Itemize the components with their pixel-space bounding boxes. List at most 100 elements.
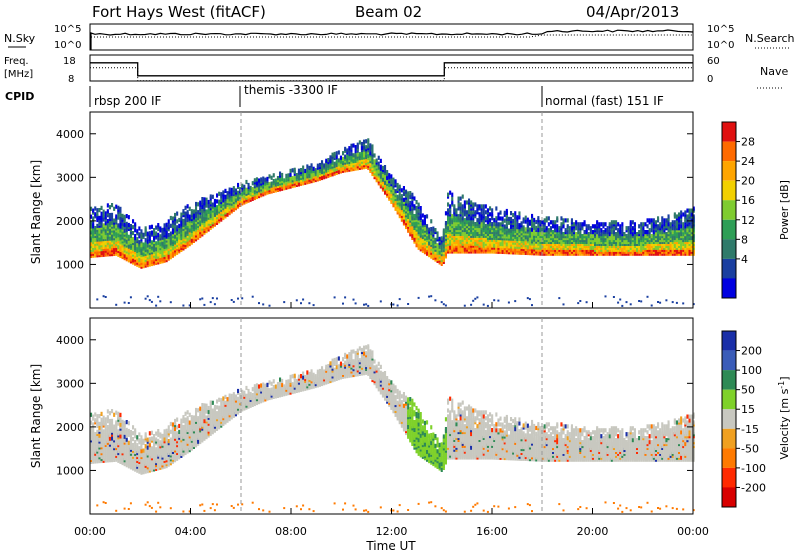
power-cell [640,300,643,303]
power-cell [129,233,132,238]
power-cell [633,222,636,227]
power-cell [148,237,151,242]
power-cell [531,304,533,307]
power-cell [533,229,536,234]
power-cell [419,221,422,226]
power-cell [176,225,179,230]
power-cell [258,178,261,183]
power-cell [251,187,254,192]
power-cell [520,221,523,226]
power-cell [604,228,607,233]
power-cell [136,237,139,242]
power-cell [497,212,500,217]
power-cell [419,210,422,215]
power-cell [392,181,395,186]
power-cell [291,176,294,181]
power-cell [615,232,618,237]
power-cell [205,201,208,206]
power-cell [119,216,122,221]
power-cell [650,304,653,307]
velocity-cell [148,437,151,442]
power-cell [90,220,93,225]
power-cell [226,198,229,204]
power-cell [241,297,244,300]
power-cell [472,299,475,302]
power-cell [188,214,191,219]
power-cell [186,217,189,223]
power-cell [94,206,97,211]
power-cell [398,194,401,199]
power-cell [682,222,685,227]
power-cell [549,220,552,225]
velocity-cell [134,428,137,433]
power-cell [279,171,282,176]
power-cell [398,298,401,301]
power-cell [174,220,177,225]
power-cell [510,216,513,222]
power-cell [218,199,221,204]
cpid-segment-2: themis -3300 IF [244,83,338,97]
power-cell [486,304,489,307]
power-cell [522,225,525,230]
power-cell [358,152,361,157]
velocity-cell [100,421,103,426]
power-cell [155,231,158,236]
power-cell [650,218,653,223]
velocity-cell [104,427,107,432]
power-cell [417,202,420,207]
velocity-cell [102,419,105,424]
power-cell [619,298,622,301]
power-cell [314,168,317,173]
power-cell [245,187,248,192]
velocity-cell [123,434,126,439]
velocity-cell [117,411,120,416]
power-cell [650,234,653,239]
power-cell [615,224,618,229]
power-cell [161,227,164,232]
power-cell [255,177,258,182]
power-cell [480,222,483,227]
power-cell [140,243,143,248]
power-cell [409,191,412,196]
power-cell [119,228,122,233]
power-cell [127,215,130,220]
power-cell [201,200,204,206]
power-cell [524,219,527,224]
power-cell [690,208,693,213]
power-cell [489,222,492,227]
power-cell [482,212,485,217]
power-cell [478,212,481,217]
power-cell [560,222,563,227]
velocity-cell [148,431,151,436]
power-cell [396,304,399,307]
power-cell [577,226,580,231]
power-cell [344,154,347,159]
power-cell [390,186,393,191]
velocity-cell [113,412,116,417]
power-cell [150,230,153,235]
power-cell [537,216,540,221]
power-cell [665,299,668,302]
power-cell [625,226,628,231]
power-cell [237,182,240,188]
power-cell [102,295,105,298]
power-cell [688,212,691,217]
power-cell [129,224,132,229]
velocity-cell [119,422,122,427]
power-cell [680,228,683,233]
power-cell [612,230,615,235]
power-cell [117,215,120,220]
power-cell [302,169,305,174]
power-cell [665,222,668,227]
velocity-cell [146,501,149,504]
power-cell [396,182,399,188]
velocity-cell [142,438,145,443]
power-cell [430,295,433,298]
power-cell [358,140,361,145]
velocity-cell [102,415,105,420]
power-cell [111,216,114,221]
power-cell [673,224,676,229]
velocity-cell [90,412,93,417]
power-cell [354,148,357,154]
